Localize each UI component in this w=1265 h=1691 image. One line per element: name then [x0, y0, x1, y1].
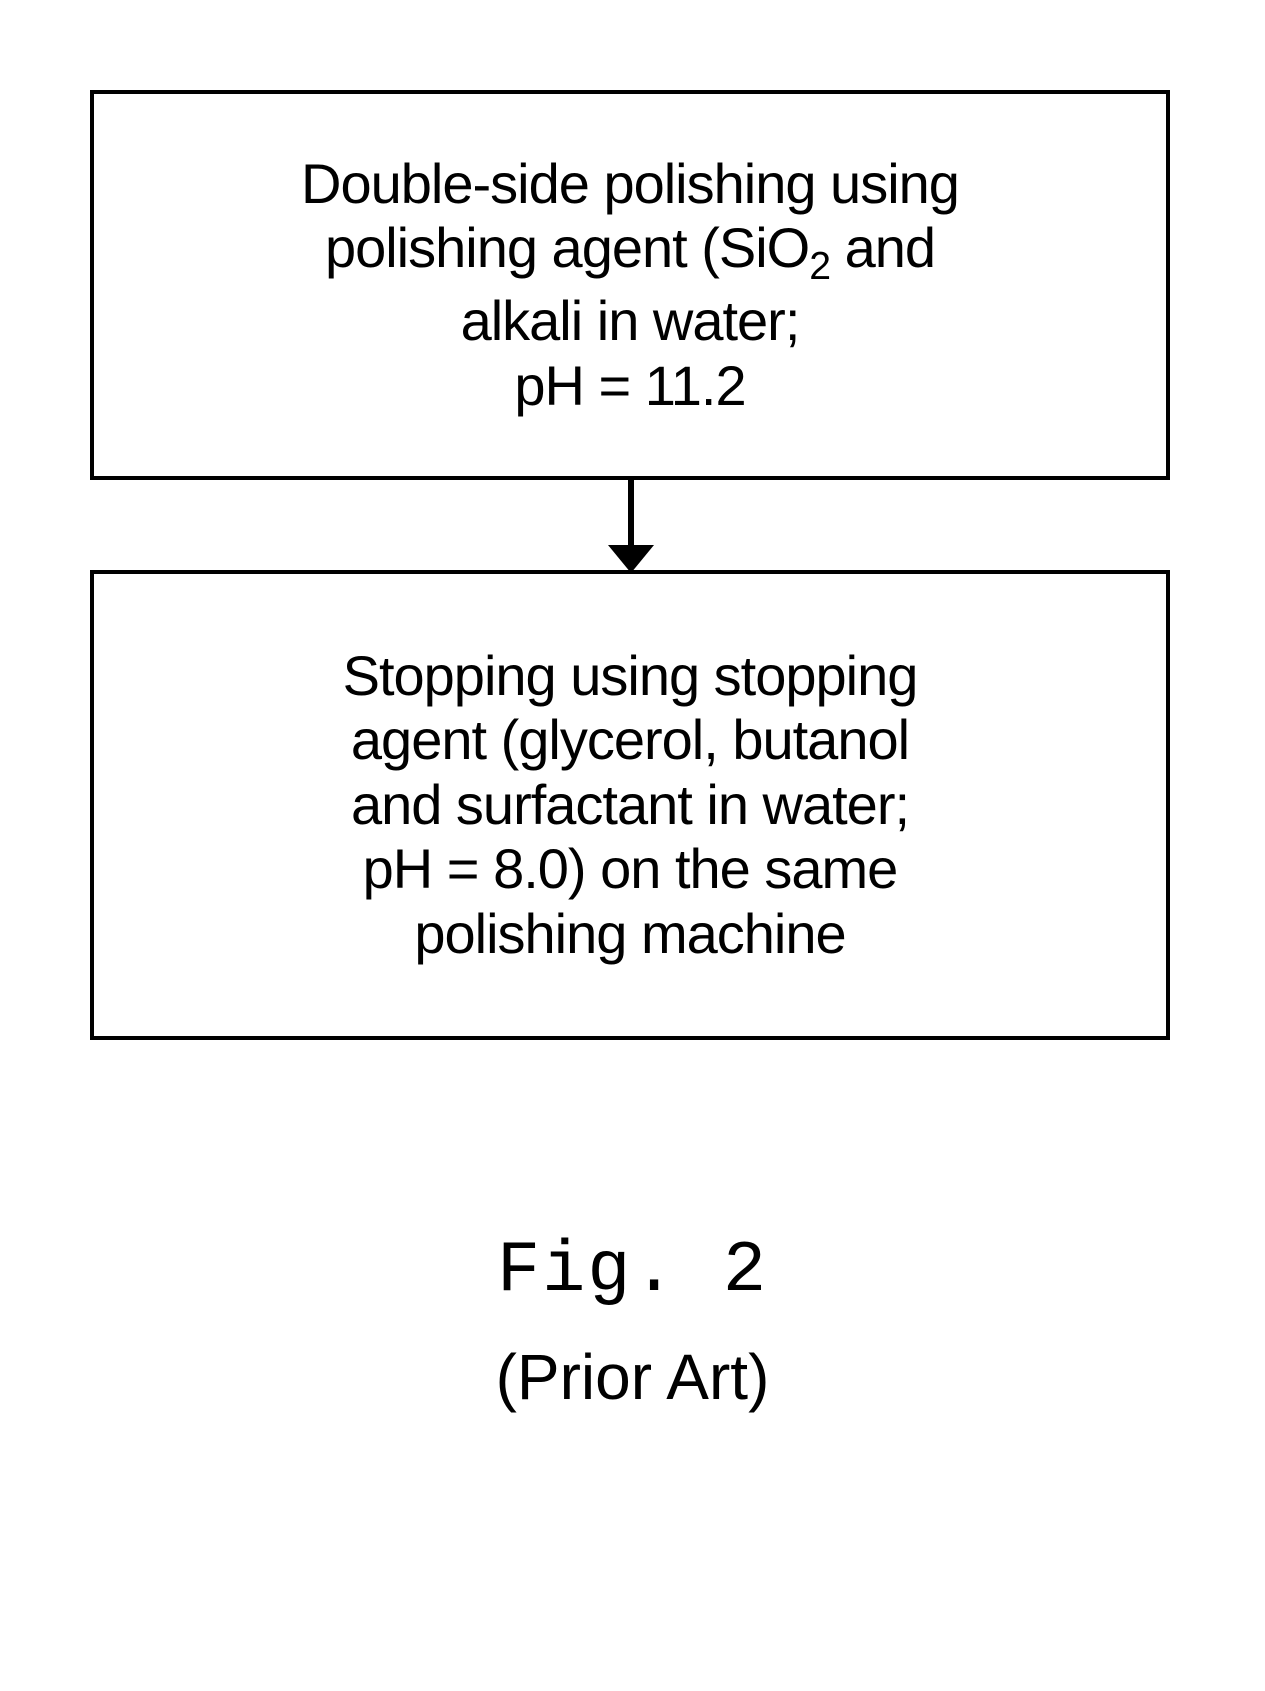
step1-sub: 2: [809, 245, 830, 288]
step1-line3: alkali in water;: [461, 289, 800, 352]
step2-line1: Stopping using stopping: [343, 644, 918, 707]
flow-step-2-text: Stopping using stopping agent (glycerol,…: [343, 644, 918, 966]
flowchart-container: Double-side polishing using polishing ag…: [0, 0, 1265, 1691]
arrow-head: [608, 545, 654, 573]
figure-label: Fig. 2: [0, 1230, 1265, 1312]
step2-line3: and surfactant in water;: [351, 773, 909, 836]
flow-step-1-text: Double-side polishing using polishing ag…: [301, 152, 959, 418]
step2-line4: pH = 8.0) on the same: [363, 837, 898, 900]
step2-line2: agent (glycerol, butanol: [351, 708, 909, 771]
step1-line1: Double-side polishing using: [301, 152, 959, 215]
step1-line2a: polishing agent (SiO: [325, 216, 809, 279]
step1-line4: pH = 11.2: [514, 354, 745, 417]
step2-line5: polishing machine: [414, 902, 845, 965]
arrow-shaft: [628, 480, 634, 550]
flow-step-1: Double-side polishing using polishing ag…: [90, 90, 1170, 480]
flow-step-2: Stopping using stopping agent (glycerol,…: [90, 570, 1170, 1040]
step1-line2b: and: [830, 216, 935, 279]
prior-art-label: (Prior Art): [0, 1340, 1265, 1414]
